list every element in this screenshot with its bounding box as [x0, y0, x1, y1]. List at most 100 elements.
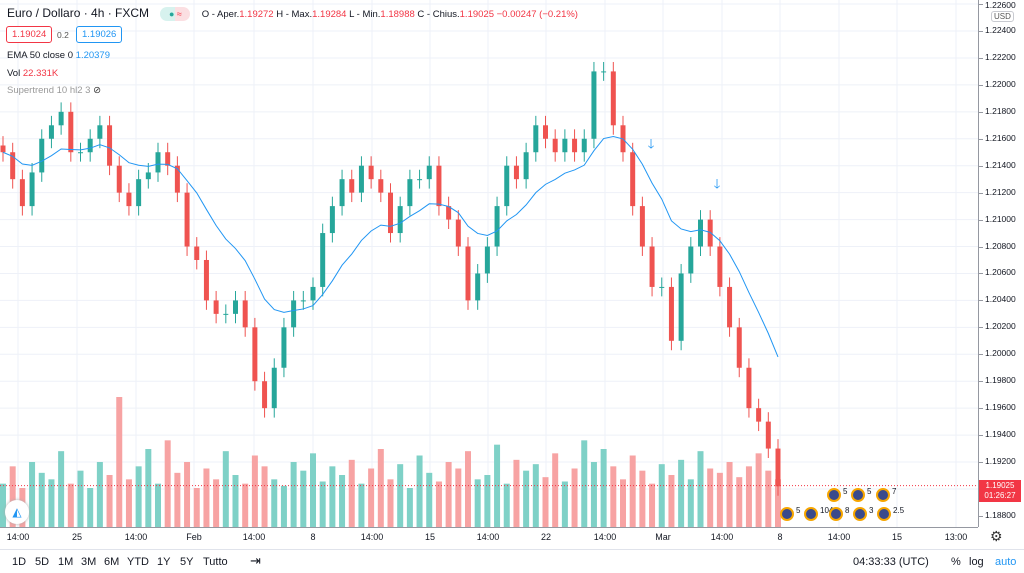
price-label: 1.19400 [985, 429, 1016, 440]
range-ytd[interactable]: YTD [127, 556, 149, 568]
supertrend-legend[interactable]: Supertrend 10 hl2 3 ⊘ [7, 85, 102, 96]
price-label: 1.20800 [985, 240, 1016, 251]
candle-body [417, 179, 423, 181]
hidden-eye-icon[interactable]: ⊘ [93, 85, 102, 96]
volume-bar [77, 470, 84, 527]
volume-bar [397, 464, 404, 527]
log-toggle[interactable]: log [969, 556, 984, 568]
volume-bar [503, 483, 510, 527]
volume-bar [348, 459, 355, 527]
economic-event-icon[interactable]: 3 [853, 506, 873, 521]
time-label: 15 [891, 532, 903, 542]
range-3m[interactable]: 3M [81, 556, 97, 568]
volume-bar [552, 453, 559, 527]
candle-body [97, 125, 103, 139]
volume-bar [125, 479, 132, 527]
time-label: 14:00 [593, 532, 617, 542]
ema-line [2, 135, 779, 358]
economic-event-icon[interactable]: 5 [827, 487, 847, 502]
buy-button[interactable]: 1.19026 [76, 26, 123, 43]
range-6m[interactable]: 6M [104, 556, 120, 568]
candle-body [426, 165, 432, 180]
candle-body [136, 179, 142, 207]
candle-body [649, 246, 655, 287]
ema-legend[interactable]: EMA 50 close 0 1.20379 [7, 50, 110, 61]
candle-body [455, 219, 461, 247]
candle-body [48, 125, 54, 139]
candle-body [349, 179, 355, 193]
price-tick [979, 435, 983, 437]
price-label: 1.21200 [985, 186, 1016, 197]
price-tick [979, 354, 983, 356]
volume-bar [193, 488, 200, 527]
candle-body [39, 138, 45, 173]
range-1m[interactable]: 1M [58, 556, 74, 568]
candle-body [378, 179, 384, 193]
sell-button[interactable]: 1.19024 [6, 26, 53, 43]
range-5d[interactable]: 5D [35, 556, 50, 568]
volume-bar [765, 470, 772, 527]
economic-event-icon[interactable]: 104 [804, 506, 833, 521]
candle-body [475, 273, 481, 301]
volume-bar [426, 472, 433, 527]
volume-bar [571, 468, 578, 527]
time-label: 13:00 [944, 532, 968, 542]
candle-body [320, 233, 326, 287]
volume-bar [455, 468, 462, 527]
economic-event-icon[interactable]: 8 [829, 506, 849, 521]
volume-bar [96, 462, 103, 527]
chart-plot-area[interactable]: 🡓 🡓 [0, 0, 978, 527]
volume-bar [251, 455, 258, 527]
price-label: 1.20400 [985, 294, 1016, 305]
candle-body [601, 71, 607, 73]
clock[interactable]: 04:33:33 (UTC) [853, 556, 929, 568]
time-label: 14:00 [360, 532, 384, 542]
volume-bar [542, 477, 549, 527]
percent-toggle[interactable]: % [951, 556, 961, 568]
candle-body [155, 152, 161, 173]
candle-body [688, 246, 694, 274]
time-axis[interactable]: 14:00 25 14:00 Feb 14:00 8 14:00 15 14:00 22 14:00… [0, 527, 978, 547]
volume-bar [755, 453, 762, 527]
event-count: 104 [820, 506, 834, 515]
volume-bar [106, 475, 113, 527]
tradingview-logo[interactable]: ◭ [5, 500, 29, 524]
candle-body [746, 367, 752, 409]
volume-bar [29, 462, 36, 527]
candle-body [329, 206, 335, 234]
price-tick [979, 273, 983, 275]
candle-body [552, 138, 558, 153]
volume-bar [145, 449, 152, 527]
time-label: Mar [655, 532, 671, 542]
price-tick [979, 138, 983, 140]
range-5y[interactable]: 5Y [180, 556, 194, 568]
volume-bar [38, 472, 45, 527]
candle-body [513, 165, 519, 180]
economic-event-icon[interactable]: 7 [876, 487, 896, 502]
candle-body [291, 300, 297, 328]
volume-bar [658, 464, 665, 527]
range-1d[interactable]: 1D [12, 556, 27, 568]
range-1y[interactable]: 1Y [157, 556, 171, 568]
volume-bar [716, 472, 723, 527]
volume-bar [242, 483, 249, 527]
volume-bar [368, 468, 375, 527]
range-tutto[interactable]: Tutto [203, 556, 228, 568]
candle-body [765, 421, 771, 449]
go-to-date-icon[interactable]: ⇥ [250, 553, 261, 568]
candle-body [756, 408, 762, 422]
settings-gear-icon[interactable]: ⚙ [990, 528, 1003, 544]
economic-event-icon[interactable]: 5 [851, 487, 871, 502]
price-chart[interactable]: 🡓🡓 [0, 0, 978, 527]
price-tick [979, 381, 983, 383]
price-axis[interactable]: 1.22600 1.22400 1.22200 1.22000 1.21800 1.216… [978, 0, 1024, 527]
price-label: 1.22200 [985, 51, 1016, 62]
economic-event-icon[interactable]: 5 [780, 506, 800, 521]
volume-bar [494, 444, 501, 527]
candle-body [736, 327, 742, 368]
economic-event-icon[interactable]: 2.5 [877, 506, 904, 521]
volume-legend[interactable]: Vol 22.331K [7, 68, 59, 79]
symbol-title[interactable]: Euro / Dollaro · 4h · FXCM [7, 6, 150, 20]
price-label: 1.20200 [985, 321, 1016, 332]
auto-toggle[interactable]: auto [995, 556, 1017, 568]
